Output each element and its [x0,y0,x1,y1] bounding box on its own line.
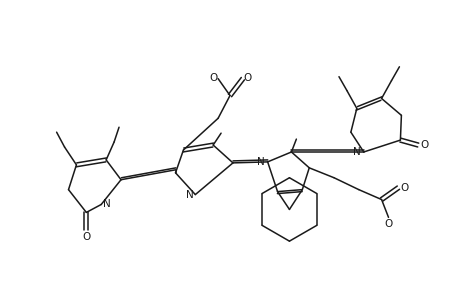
Text: O: O [419,140,427,150]
Text: N: N [103,200,111,209]
Text: N: N [185,190,193,200]
Text: N: N [352,147,360,157]
Text: O: O [243,73,252,83]
Text: O: O [82,232,90,242]
Text: O: O [208,73,217,83]
Text: N: N [256,157,264,167]
Text: O: O [399,183,408,193]
Text: O: O [384,219,392,229]
